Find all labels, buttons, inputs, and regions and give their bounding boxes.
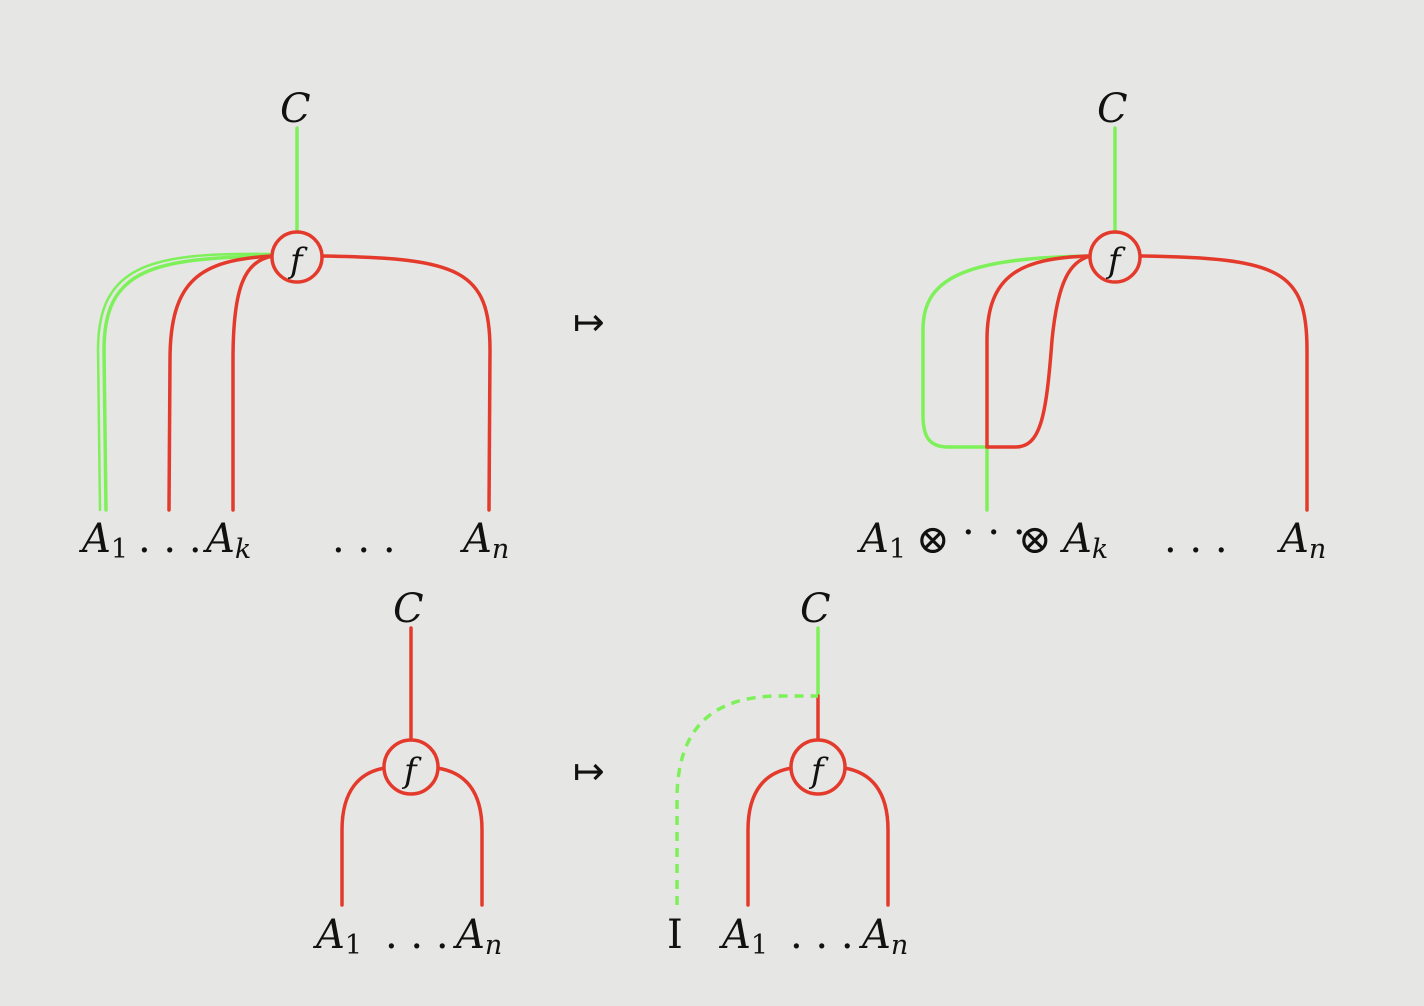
input-dots-2: . . . — [332, 516, 396, 562]
output-label-c: C — [1097, 86, 1128, 132]
wire-a1 — [746, 766, 794, 907]
diagram-bottom-right: f C I A1 . . . An — [667, 586, 908, 961]
otimes-1: ⊗ — [916, 517, 950, 563]
input-dots: . . . — [790, 912, 854, 958]
morphism-node-f — [270, 230, 324, 284]
wire-ak — [231, 254, 274, 512]
wire-a1 — [102, 254, 274, 512]
wire-an — [1138, 254, 1309, 512]
input-label-an: An — [858, 912, 908, 961]
wire-a2 — [167, 254, 274, 512]
diagram-top-left: f C A1 . . . Ak . . . An — [78, 86, 509, 565]
wire-ak — [985, 254, 1092, 449]
wire-an — [320, 254, 492, 512]
wire-an — [435, 766, 484, 907]
input-dots: . . . — [385, 912, 449, 958]
input-dots: . . . — [1164, 516, 1228, 562]
input-dots-1: . . . — [138, 516, 202, 562]
output-label-c: C — [280, 86, 311, 132]
wire-a1-inner — [96, 252, 274, 512]
morphism-node-f — [382, 738, 440, 796]
otimes-2: ⊗ — [1018, 517, 1052, 563]
output-label-c: C — [800, 586, 831, 632]
wire-a2 — [985, 254, 1092, 449]
diagram-top-right: f C A1 ⊗ · · · ⊗ Ak . . . An — [856, 86, 1326, 565]
mapsto-arrow-top: ↦ — [573, 300, 605, 344]
input-label-an: An — [459, 516, 509, 565]
morphism-node-f — [789, 738, 847, 796]
cdots: · · · — [962, 510, 1026, 556]
input-label-ak: Ak — [202, 516, 251, 565]
unit-label-i: I — [667, 912, 683, 958]
input-label-a1: A1 — [856, 516, 906, 565]
input-label-a1: A1 — [312, 912, 362, 961]
input-label-an: An — [452, 912, 502, 961]
wire-a1 — [921, 254, 1092, 449]
input-label-a1: A1 — [718, 912, 768, 961]
wire-a1 — [340, 766, 387, 907]
unit-wire-i — [675, 694, 818, 905]
diagram-bottom-left: f C A1 . . . An — [312, 586, 502, 961]
input-label-an: An — [1276, 516, 1326, 565]
input-label-ak: Ak — [1059, 516, 1108, 565]
mapsto-arrow-bottom: ↦ — [573, 749, 605, 793]
morphism-node-f — [1088, 230, 1142, 284]
output-label-c: C — [393, 586, 424, 632]
wire-an — [842, 766, 890, 907]
input-label-a1: A1 — [78, 516, 128, 565]
